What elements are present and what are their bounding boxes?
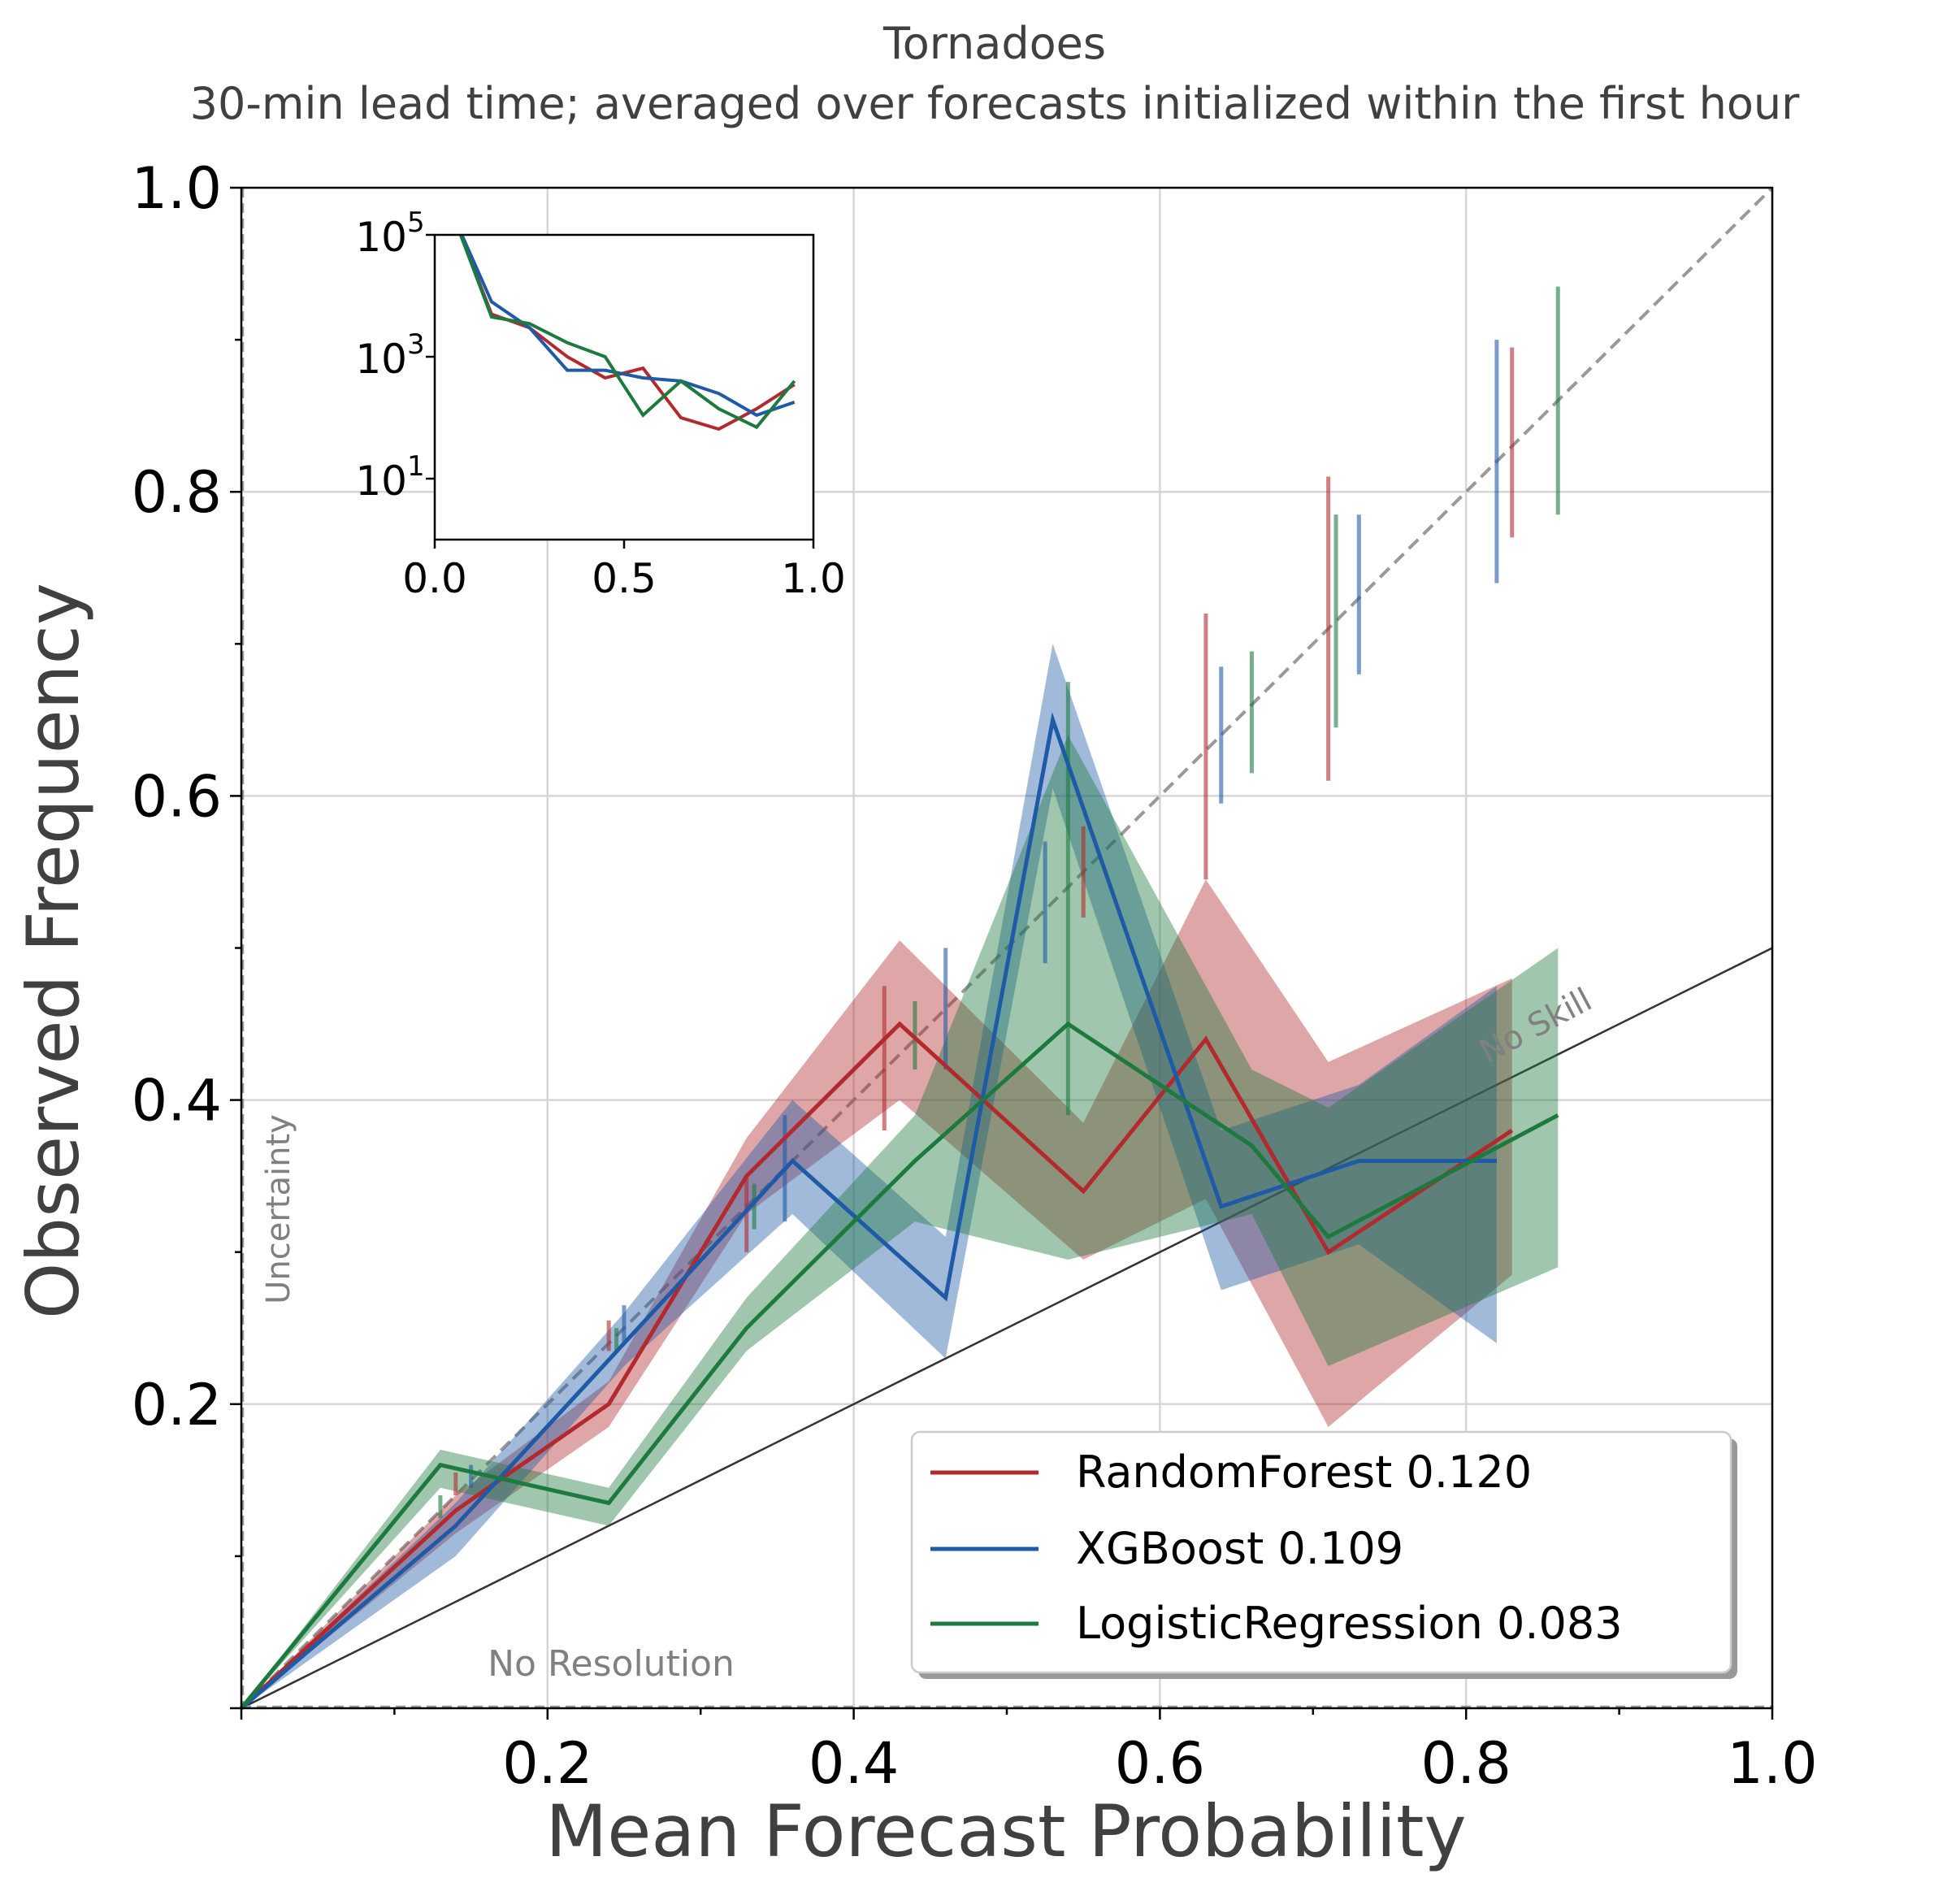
x-tick-label: 0.4 xyxy=(809,1730,899,1797)
inset-y-tick-exponent: 1 xyxy=(407,450,425,483)
inset-line-xgboost xyxy=(460,235,796,418)
x-tick-label: 0.2 xyxy=(502,1730,592,1797)
no-resolution-label: No Resolution xyxy=(488,1643,735,1685)
legend-label-logisticregression: LogisticRegression 0.083 xyxy=(1076,1598,1623,1649)
series-lines xyxy=(240,712,1559,1710)
inset-y-tick-exponent: 5 xyxy=(407,206,425,239)
legend: RandomForest 0.120 XGBoost 0.109 Logisti… xyxy=(910,1430,1737,1679)
x-tick-label: 0.8 xyxy=(1421,1730,1511,1797)
series-line-randomforest xyxy=(240,1021,1514,1710)
inset-y-tick-label: 10 xyxy=(355,336,407,383)
no-skill-line xyxy=(241,947,1773,1710)
inset-series-lines xyxy=(458,235,796,432)
reference-lines xyxy=(240,186,1774,1710)
inset-x-tick-label: 1.0 xyxy=(781,555,846,602)
uncertainty-label: Uncertainty xyxy=(260,1114,297,1304)
series-line-logisticregression xyxy=(240,1021,1559,1710)
inset-y-tick-label: 10 xyxy=(355,214,407,261)
x-tick-label: 0.6 xyxy=(1115,1730,1205,1797)
inset-x-tick-label: 0.0 xyxy=(402,555,467,602)
confidence-band-logisticregression xyxy=(241,735,1559,1708)
y-tick-label: 1.0 xyxy=(132,155,222,222)
x-axis-label: Mean Forecast Probability xyxy=(545,1789,1466,1873)
confidence-band-randomforest xyxy=(241,879,1512,1708)
y-axis-label: Observed Frequency xyxy=(11,583,95,1319)
inset-y-tick-label: 10 xyxy=(355,458,407,505)
y-tick-label: 0.8 xyxy=(132,459,222,526)
legend-label-randomforest: RandomForest 0.120 xyxy=(1076,1447,1532,1498)
y-tick-label: 0.4 xyxy=(132,1068,222,1134)
y-tick-label: 0.6 xyxy=(132,763,222,830)
error-bars xyxy=(438,286,1560,1519)
inset-y-tick-exponent: 3 xyxy=(407,328,425,361)
legend-box xyxy=(910,1430,1732,1674)
chart-title: Tornadoes xyxy=(882,18,1106,69)
inset-x-tick-label: 0.5 xyxy=(592,555,657,602)
inset-line-logisticregression xyxy=(458,235,796,430)
series-line-xgboost xyxy=(240,712,1497,1710)
y-tick-label: 0.2 xyxy=(132,1372,222,1438)
axis-ticks: 0.2 0.4 0.6 0.8 1.0 0.2 0.4 0.6 0.8 1.0 xyxy=(132,155,1818,1797)
chart-subtitle: 30-min lead time; averaged over forecast… xyxy=(190,78,1801,129)
perfect-reliability-line xyxy=(240,186,1774,1710)
legend-label-xgboost: XGBoost 0.109 xyxy=(1076,1523,1403,1574)
x-tick-label: 1.0 xyxy=(1727,1730,1817,1797)
